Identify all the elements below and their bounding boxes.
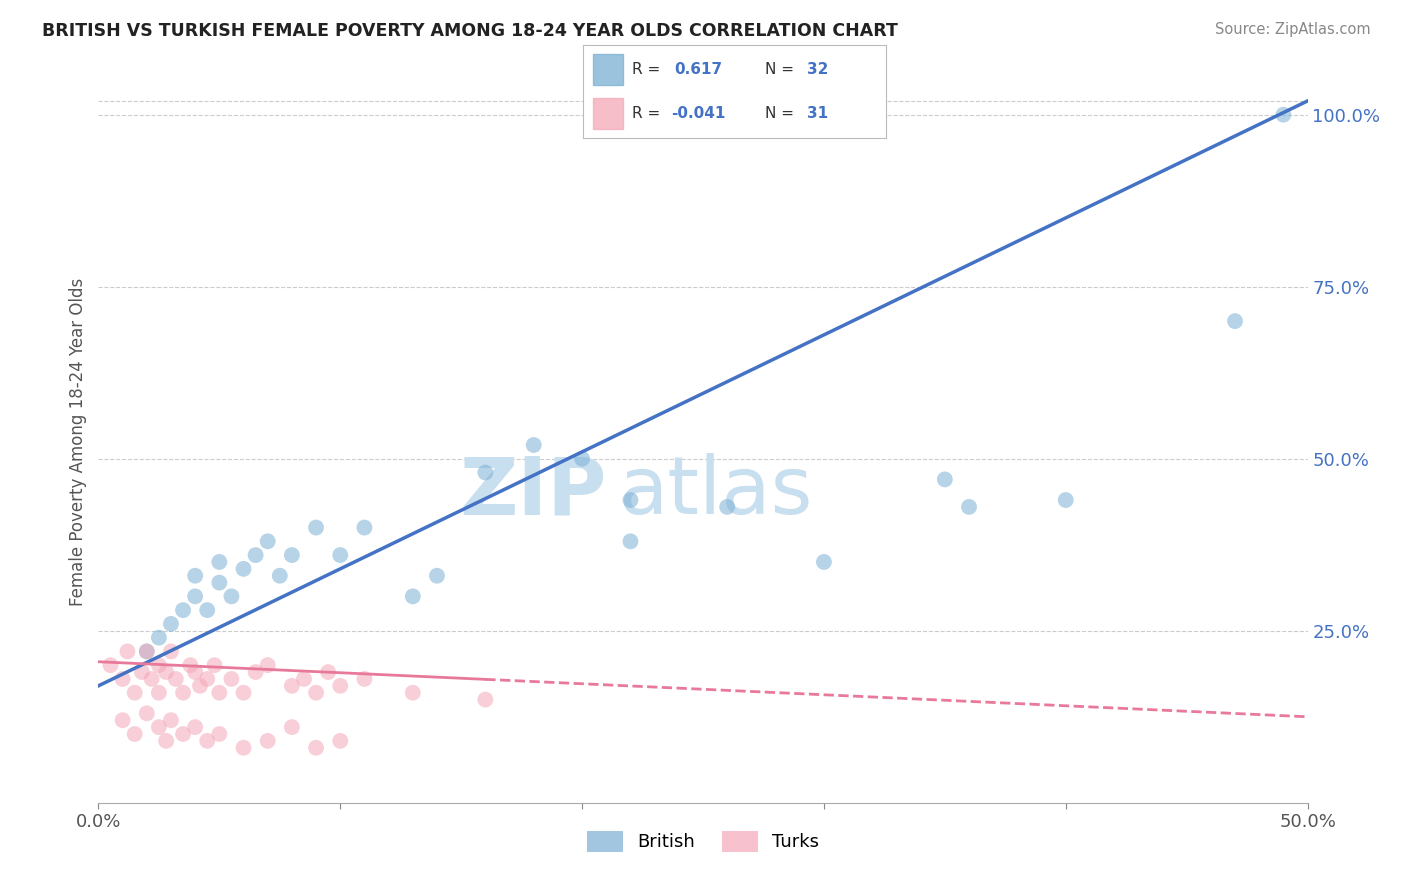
Point [329,734,352,748]
Point [1054,493,1077,508]
Point [281,720,304,734]
Point [245,665,267,679]
Point [523,438,546,452]
Point [135,644,157,658]
Bar [592,98,623,129]
Text: 0.617: 0.617 [675,62,723,77]
Point [135,644,157,658]
Point [256,658,278,673]
Point [188,679,211,693]
Point [111,713,134,727]
Point [571,451,593,466]
Text: 32: 32 [807,62,828,77]
Point [329,679,352,693]
Point [402,686,425,700]
Point [141,672,163,686]
Point [474,692,496,706]
Point [934,472,956,486]
Text: R =: R = [631,62,659,77]
Point [619,493,641,508]
Point [179,658,201,673]
Point [160,644,183,658]
Point [957,500,980,514]
Point [1223,314,1246,328]
Point [316,665,339,679]
Point [305,686,328,700]
Point [208,686,231,700]
Point [256,534,278,549]
Point [1272,108,1295,122]
Legend: British, Turks: British, Turks [579,823,827,859]
Text: ZIP: ZIP [458,453,606,531]
Text: atlas: atlas [619,453,813,531]
Point [195,672,218,686]
Point [353,672,375,686]
Point [232,562,254,576]
Point [184,665,207,679]
Point [256,734,278,748]
Point [155,665,177,679]
Point [305,740,328,755]
Point [184,720,207,734]
Point [172,686,194,700]
Point [155,734,177,748]
Text: N =: N = [765,106,794,121]
Point [281,679,304,693]
Point [124,727,146,741]
Point [148,658,170,673]
Point [172,603,194,617]
Point [474,466,496,480]
Point [111,672,134,686]
Point [148,631,170,645]
Point [281,548,304,562]
Point [160,616,183,631]
Point [204,658,226,673]
Point [184,568,207,582]
Point [131,665,153,679]
Point [195,603,218,617]
Text: 31: 31 [807,106,828,121]
Point [269,568,291,582]
Text: Source: ZipAtlas.com: Source: ZipAtlas.com [1215,22,1371,37]
Point [208,575,231,590]
Point [329,548,352,562]
Text: BRITISH VS TURKISH FEMALE POVERTY AMONG 18-24 YEAR OLDS CORRELATION CHART: BRITISH VS TURKISH FEMALE POVERTY AMONG … [42,22,898,40]
Point [292,672,315,686]
Point [232,740,254,755]
Point [208,727,231,741]
Text: -0.041: -0.041 [671,106,725,121]
Point [208,555,231,569]
Point [184,590,207,604]
Text: N =: N = [765,62,794,77]
Point [813,555,835,569]
Point [305,520,328,534]
Bar [592,54,623,85]
Point [172,727,194,741]
Point [195,734,218,748]
Point [135,706,157,721]
Point [165,672,187,686]
Point [221,590,243,604]
Point [117,644,139,658]
Point [245,548,267,562]
Point [100,658,122,673]
Y-axis label: Female Poverty Among 18-24 Year Olds: Female Poverty Among 18-24 Year Olds [69,277,87,606]
Point [716,500,738,514]
Point [402,590,425,604]
Point [124,686,146,700]
Point [232,686,254,700]
Text: R =: R = [631,106,659,121]
Point [619,534,641,549]
Point [148,686,170,700]
Point [221,672,243,686]
Point [426,568,449,582]
Point [148,720,170,734]
Point [160,713,183,727]
Point [353,520,375,534]
